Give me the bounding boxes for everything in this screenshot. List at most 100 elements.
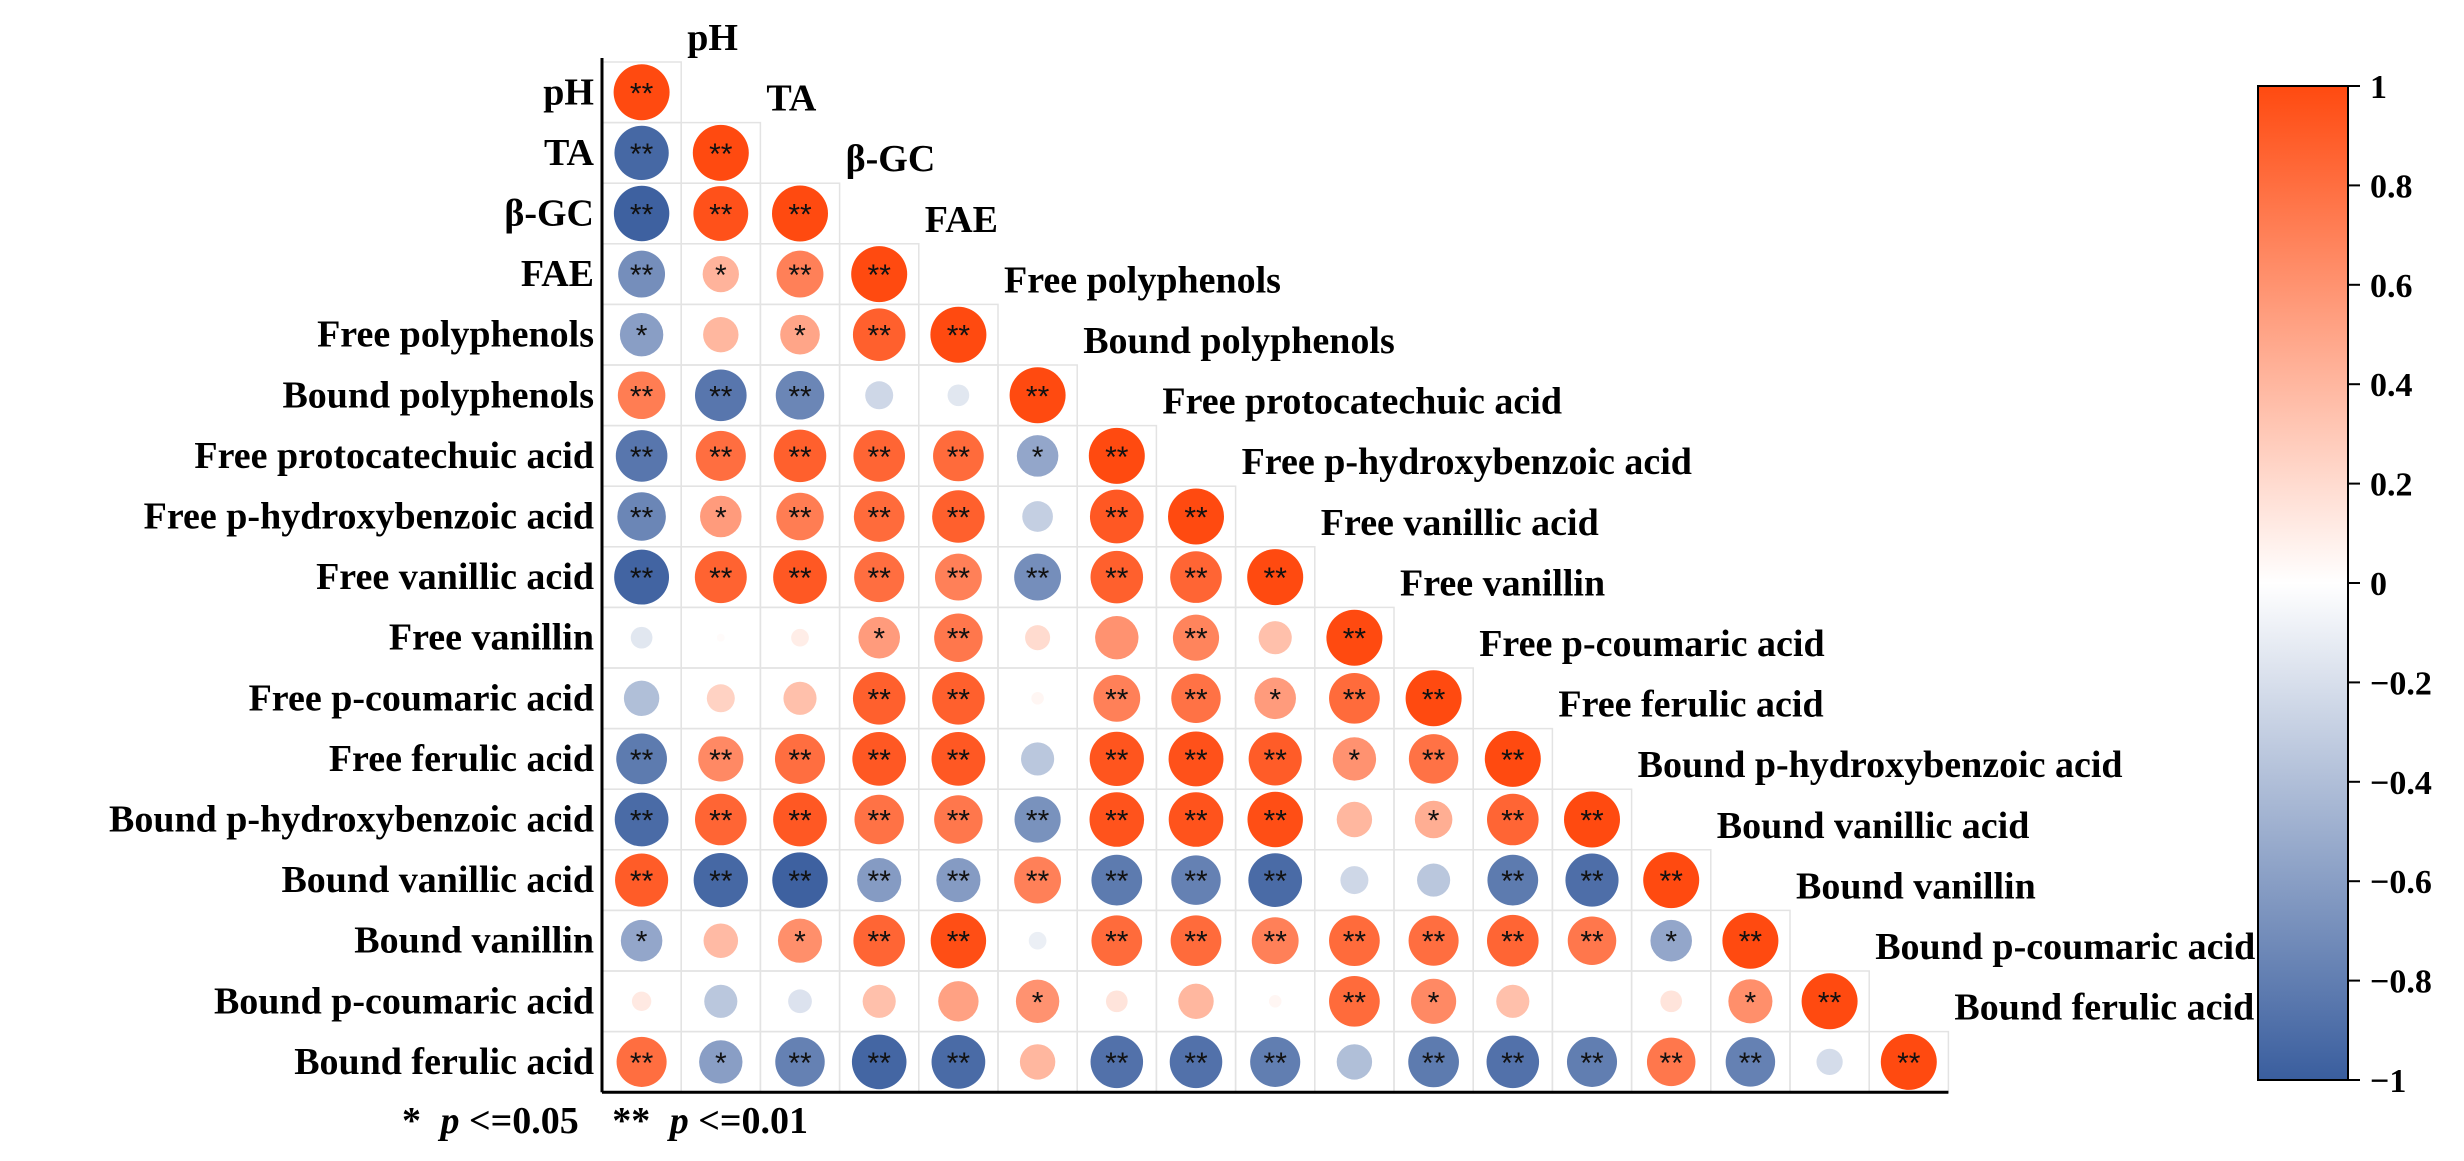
row-label-bound-ferulic-acid: Bound ferulic acid [294, 1041, 594, 1083]
significance-mark: ** [788, 502, 812, 535]
significance-mark: ** [947, 805, 971, 838]
corr-circle-bound-p-hydroxybenzoic-acid-free-ferulic-acid [1486, 793, 1539, 846]
significance-mark: ** [1184, 562, 1208, 595]
footnote-star-1: * [402, 1100, 421, 1142]
corr-circle-bound-p-hydroxybenzoic-acid-fae [854, 794, 904, 845]
grid-layer [600, 58, 1950, 1094]
corr-circle-free-protocatechuic-acid-ph [615, 430, 668, 482]
column-label-ta: TA [766, 78, 817, 120]
column-label-bound-vanillic-acid: Bound vanillic acid [1717, 805, 2030, 847]
grid-cell [1551, 970, 1633, 1033]
corr-circle-free-vanillin-free-protocatechuic-acid [1095, 616, 1139, 660]
corr-circle-fae-beta-gc [776, 250, 824, 298]
significance-mark: ** [868, 683, 892, 716]
significance-mark: * [1032, 986, 1044, 1019]
significance-mark: ** [1105, 865, 1129, 898]
colorbar-tick-label: −1 [2370, 1063, 2406, 1100]
corr-circle-bound-p-hydroxybenzoic-acid-bound-polyphenols [1014, 796, 1061, 843]
column-label-bound-vanillin: Bound vanillin [1796, 865, 2036, 907]
significance-mark: ** [947, 562, 971, 595]
significance-mark: ** [1026, 865, 1050, 898]
corr-circle-free-vanillin-free-p-hydroxybenzoic-acid [1172, 614, 1220, 661]
corr-circle-bound-vanillic-acid-free-polyphenols [936, 858, 981, 903]
significance-mark: * [636, 926, 648, 959]
corr-circle-free-vanillic-acid-beta-gc [773, 550, 827, 604]
corr-circle-free-ferulic-acid-free-vanillin [1332, 737, 1377, 781]
significance-mark: ** [709, 865, 733, 898]
significance-mark: ** [1026, 805, 1050, 838]
corr-circle-free-p-hydroxybenzoic-acid-bound-polyphenols [1022, 501, 1053, 532]
significance-mark: ** [1026, 380, 1050, 413]
corr-circle-free-p-coumaric-acid-fae [852, 672, 906, 725]
corr-circle-free-vanillin-beta-gc [791, 628, 809, 647]
colorbar-tick-label: 1 [2370, 69, 2387, 106]
corr-circle-free-p-hydroxybenzoic-acid-beta-gc [776, 492, 824, 541]
corr-circle-free-p-hydroxybenzoic-acid-ta [700, 495, 742, 538]
significance-footnote: * p <=0.05 ** p <=0.01 [402, 1100, 808, 1142]
significance-mark: ** [947, 683, 971, 716]
column-label-bound-p-coumaric-acid: Bound p-coumaric acid [1875, 926, 2255, 968]
significance-mark: ** [1105, 441, 1129, 474]
corr-circle-bound-p-hydroxybenzoic-acid-ta [694, 793, 747, 846]
column-label-free-vanillin: Free vanillin [1400, 562, 1605, 604]
corr-circle-beta-gc-ta [693, 186, 749, 241]
corr-circle-bound-vanillin-bound-vanillin [1722, 912, 1779, 969]
corr-circle-bound-vanillic-acid-free-p-coumaric-acid [1417, 863, 1451, 897]
corr-circle-bound-p-hydroxybenzoic-acid-beta-gc [773, 792, 827, 847]
row-label-free-protocatechuic-acid: Free protocatechuic acid [194, 435, 594, 477]
row-label-bound-p-hydroxybenzoic-acid: Bound p-hydroxybenzoic acid [109, 799, 594, 841]
corr-circle-bound-p-hydroxybenzoic-acid-free-p-hydroxybenzoic-acid [1168, 792, 1224, 847]
corr-circle-free-p-coumaric-acid-free-p-coumaric-acid [1405, 670, 1462, 727]
corr-circle-free-ferulic-acid-free-p-coumaric-acid [1408, 734, 1459, 784]
row-label-bound-polyphenols: Bound polyphenols [282, 374, 594, 416]
corr-circle-bound-polyphenols-ta [694, 369, 747, 422]
corr-circle-free-protocatechuic-acid-free-protocatechuic-acid [1088, 427, 1145, 484]
row-label-free-vanillin: Free vanillin [389, 617, 594, 659]
corr-circle-bound-p-hydroxybenzoic-acid-free-protocatechuic-acid [1089, 792, 1145, 847]
corr-circle-bound-p-coumaric-acid-beta-gc [788, 989, 812, 1014]
corr-circle-bound-vanillic-acid-fae [857, 858, 902, 903]
corr-circle-fae-fae [851, 246, 908, 303]
significance-mark: ** [1343, 683, 1367, 716]
corr-circle-free-p-coumaric-acid-free-polyphenols [932, 672, 985, 725]
significance-mark: ** [1264, 926, 1288, 959]
corr-circle-free-p-hydroxybenzoic-acid-ph [617, 492, 666, 541]
corr-circle-bound-ferulic-acid-free-vanillin [1336, 1044, 1373, 1080]
corr-circle-bound-vanillin-bound-polyphenols [1028, 931, 1047, 950]
significance-mark: ** [1184, 744, 1208, 777]
corr-circle-free-vanillin-fae [858, 616, 900, 659]
significance-mark: ** [630, 865, 654, 898]
corr-circle-bound-vanillin-fae [853, 914, 906, 967]
column-label-bound-ferulic-acid: Bound ferulic acid [1954, 987, 2254, 1029]
corr-circle-bound-ferulic-acid-free-polyphenols [931, 1035, 986, 1089]
corr-circle-free-vanillic-acid-free-vanillic-acid [1247, 549, 1304, 606]
significance-mark: ** [868, 259, 892, 292]
column-label-free-polyphenols: Free polyphenols [1004, 259, 1281, 301]
corr-circle-bound-polyphenols-ph [617, 371, 666, 420]
row-label-bound-vanillic-acid: Bound vanillic acid [281, 859, 594, 901]
corr-circle-bound-vanillic-acid-free-ferulic-acid [1487, 854, 1539, 906]
corr-circle-free-polyphenols-free-polyphenols [930, 306, 987, 363]
significance-mark: * [1665, 926, 1677, 959]
corr-circle-bound-ferulic-acid-bound-p-hydroxybenzoic-acid [1566, 1036, 1618, 1087]
column-label-free-vanillic-acid: Free vanillic acid [1321, 502, 1599, 544]
significance-mark: ** [788, 744, 812, 777]
corr-circle-beta-gc-beta-gc [772, 185, 828, 242]
corr-circle-free-p-coumaric-acid-bound-polyphenols [1031, 692, 1044, 705]
corr-circle-free-p-coumaric-acid-free-p-hydroxybenzoic-acid [1171, 673, 1221, 724]
significance-mark: ** [1422, 683, 1446, 716]
significance-mark: ** [1501, 744, 1525, 777]
corr-circle-bound-p-coumaric-acid-bound-p-coumaric-acid [1801, 973, 1858, 1030]
significance-mark: * [873, 623, 885, 656]
significance-mark: ** [788, 1047, 812, 1080]
corr-circle-bound-vanillin-free-p-hydroxybenzoic-acid [1170, 915, 1222, 967]
significance-mark: * [794, 926, 806, 959]
significance-mark: ** [1105, 562, 1129, 595]
corr-circle-bound-p-coumaric-acid-free-vanillin [1329, 975, 1380, 1027]
significance-mark: ** [709, 199, 733, 232]
colorbar: 1 0.8 0.6 0.4 0.2 0 −0.2 −0.4 −0.6 −0.8 −1 [2257, 69, 2432, 1100]
corr-circle-free-vanillic-acid-bound-polyphenols [1014, 553, 1062, 601]
significance-mark: ** [788, 562, 812, 595]
significance-mark: ** [1818, 986, 1842, 1019]
significance-mark: ** [630, 441, 654, 474]
